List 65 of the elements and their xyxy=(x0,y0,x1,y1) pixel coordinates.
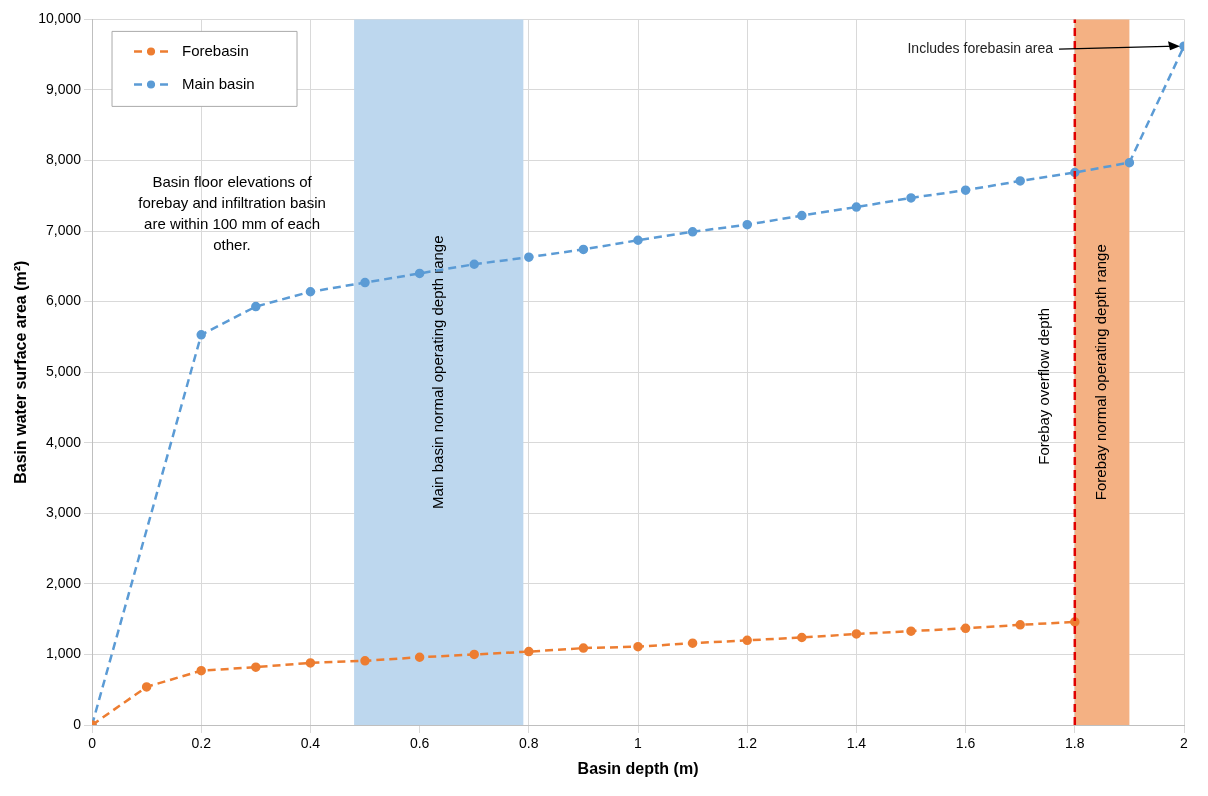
point xyxy=(797,632,807,643)
point xyxy=(251,301,261,312)
ref-line-label: Forebay overflow depth xyxy=(1034,307,1052,465)
point xyxy=(960,623,971,634)
x-tick-label: 1.6 xyxy=(955,735,976,752)
y-tick-label: 9,000 xyxy=(45,80,82,97)
x-tick-label: 2 xyxy=(1180,735,1189,752)
point xyxy=(251,662,261,672)
point xyxy=(469,259,479,269)
point xyxy=(578,244,589,255)
y-tick-label: 3,000 xyxy=(45,504,82,521)
point xyxy=(1015,620,1025,630)
annotation: Basin floor elevations of forebay and infiltration basin are within 100 mm of each other. xyxy=(138,173,326,254)
x-tick-label: 0.4 xyxy=(300,735,321,752)
point xyxy=(1124,157,1135,168)
y-tick-label: 6,000 xyxy=(45,292,82,309)
x-tick-label: 0.2 xyxy=(191,735,212,752)
band-label: Forebay normal operating depth range xyxy=(1092,244,1110,501)
point xyxy=(414,268,425,279)
point xyxy=(906,626,916,636)
y-tick-label: 5,000 xyxy=(45,363,82,380)
band-label: Main basin normal operating depth range xyxy=(428,235,446,509)
y-tick-label: 4,000 xyxy=(45,433,82,450)
point xyxy=(469,649,479,660)
x-tick-label: 1.4 xyxy=(846,735,867,752)
y-tick-label: 2,000 xyxy=(45,574,82,591)
point xyxy=(305,287,316,297)
point xyxy=(524,646,534,657)
x-tick-label: 1 xyxy=(634,735,643,752)
point xyxy=(196,665,206,676)
point xyxy=(360,277,370,288)
y-tick-label: 0 xyxy=(73,715,82,732)
y-tick-label: 7,000 xyxy=(45,221,82,238)
point xyxy=(742,219,752,230)
point xyxy=(305,658,316,668)
x-tick-label: 0.8 xyxy=(519,735,539,752)
point xyxy=(797,210,807,221)
y-tick-label: 1,000 xyxy=(45,645,82,662)
x-tick-label: 0.6 xyxy=(409,735,430,752)
point xyxy=(633,235,643,245)
point xyxy=(851,629,862,639)
point xyxy=(742,635,752,646)
point xyxy=(414,652,425,663)
point xyxy=(687,227,698,237)
point xyxy=(687,638,698,648)
point xyxy=(360,656,370,666)
x-tick-label: 1.8 xyxy=(1065,735,1085,752)
point xyxy=(851,202,862,212)
point xyxy=(633,641,643,652)
x-tick-label: 0 xyxy=(88,735,97,752)
point xyxy=(960,185,971,195)
y-tick-label: 8,000 xyxy=(45,151,82,168)
y-tick-label: 10,000 xyxy=(38,10,82,27)
point xyxy=(141,682,152,692)
point xyxy=(524,252,534,262)
annotation: Includes forebasin area xyxy=(907,40,1054,57)
point xyxy=(906,193,916,203)
legend-label: Forebasin xyxy=(182,41,249,59)
x-tick-label: 1.2 xyxy=(737,735,758,752)
point xyxy=(1015,176,1025,186)
x-axis-title: Basin depth (m) xyxy=(577,759,699,777)
y-axis-title: Basin water surface area (m²) xyxy=(12,260,30,484)
legend-label: Main basin xyxy=(182,74,255,92)
point xyxy=(196,330,206,340)
point xyxy=(578,643,589,653)
